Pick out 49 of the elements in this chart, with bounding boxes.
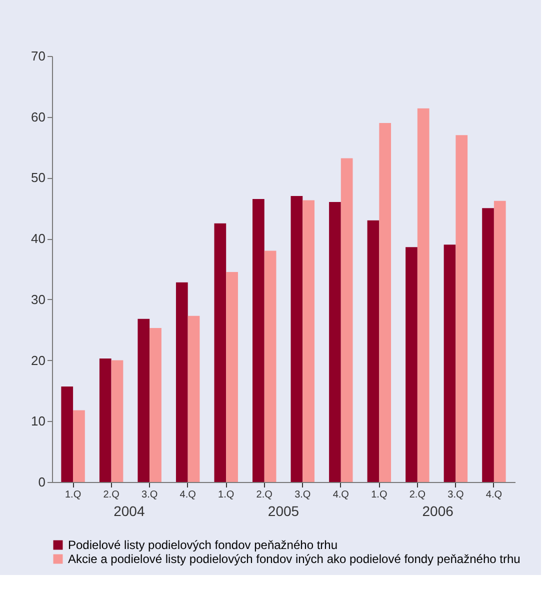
y-tick-label: 30 bbox=[31, 292, 46, 307]
y-tick-label: 70 bbox=[31, 48, 46, 64]
bar bbox=[99, 358, 112, 482]
x-tick-label: 2.Q bbox=[103, 490, 120, 500]
y-tick-label: 10 bbox=[31, 414, 46, 429]
x-tick-label: 2.Q bbox=[409, 490, 426, 500]
x-tick-label: 3.Q bbox=[448, 490, 464, 500]
bar bbox=[290, 196, 303, 482]
text: 2006 bbox=[422, 503, 454, 519]
bar bbox=[176, 282, 188, 482]
x-tick-label: 4.Q bbox=[332, 490, 350, 500]
bar bbox=[188, 316, 200, 482]
bar bbox=[444, 244, 456, 482]
bar bbox=[61, 386, 74, 482]
bar bbox=[252, 199, 264, 482]
bar bbox=[482, 208, 494, 482]
bar bbox=[73, 410, 85, 482]
bar bbox=[417, 108, 430, 482]
text: 2005 bbox=[268, 503, 300, 519]
y-tick-label: 0 bbox=[38, 474, 46, 490]
x-tick-label: 4.Q bbox=[486, 490, 502, 500]
y-tick-label: 20 bbox=[31, 352, 46, 368]
bar bbox=[264, 250, 276, 482]
bar bbox=[150, 328, 162, 482]
bar bbox=[226, 272, 238, 482]
bar bbox=[494, 200, 506, 482]
x-tick-label: 3.Q bbox=[294, 490, 311, 500]
x-tick-label: 1.Q bbox=[218, 490, 234, 500]
y-tick-label: 50 bbox=[31, 170, 46, 186]
bar bbox=[329, 202, 341, 482]
legend-label: Akcie a podielové listy podielových fondov iných ako podielové fondy peňažného trhu bbox=[68, 552, 520, 566]
text: 2004 bbox=[114, 503, 145, 519]
bar bbox=[340, 158, 353, 482]
bar bbox=[367, 220, 380, 482]
bar bbox=[379, 122, 392, 482]
bar bbox=[302, 200, 314, 482]
legend-label: Podielové listy podielových fondov peňažného trhu bbox=[68, 538, 338, 552]
x-tick-label: 4.Q bbox=[180, 490, 196, 500]
bar bbox=[406, 247, 418, 482]
x-tick-label: 3.Q bbox=[142, 490, 158, 500]
x-tick-label: 1.Q bbox=[371, 490, 388, 500]
x-tick-label: 1.Q bbox=[64, 490, 82, 500]
x-tick-label: 2.Q bbox=[256, 490, 273, 500]
y-tick-label: 60 bbox=[31, 109, 46, 124]
y-tick-label: 40 bbox=[31, 231, 46, 246]
bar bbox=[138, 318, 150, 482]
bar bbox=[111, 360, 124, 482]
bar bbox=[456, 135, 468, 482]
bar bbox=[214, 223, 226, 482]
